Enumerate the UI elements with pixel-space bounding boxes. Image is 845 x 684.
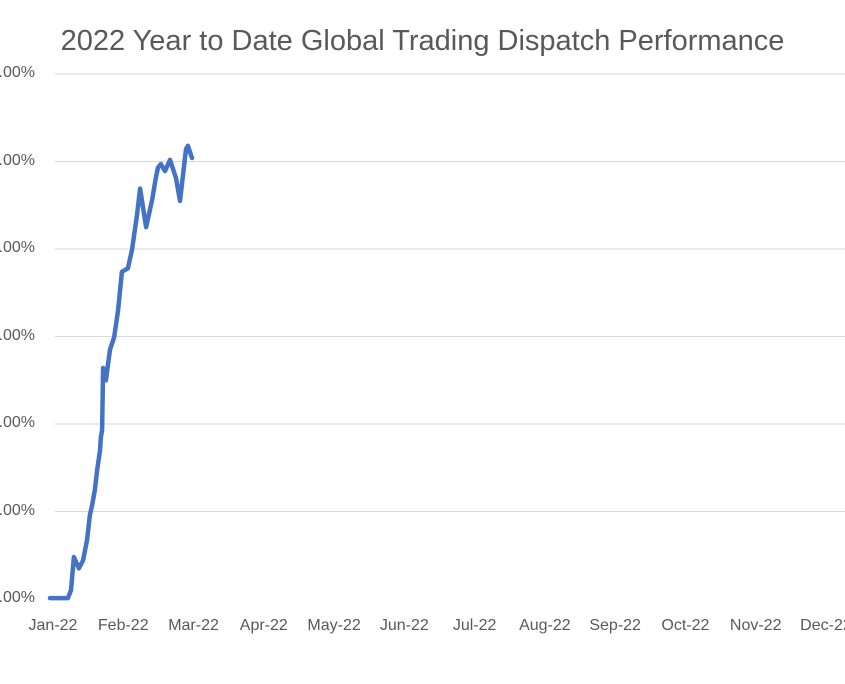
x-axis-tick-label: Sep-22 xyxy=(589,617,641,634)
x-axis-tick-label: Apr-22 xyxy=(239,617,288,634)
performance-line-series xyxy=(47,143,195,601)
x-axis-tick-label: Nov-22 xyxy=(729,617,782,634)
x-axis-tick-label: Aug-22 xyxy=(519,617,571,634)
y-axis-tick-label: 0.00% xyxy=(0,589,35,606)
y-axis-tick-label: 4.00% xyxy=(0,239,35,256)
y-axis-tick-label: 6.00% xyxy=(0,64,35,81)
x-axis-tick-label: Oct-22 xyxy=(661,617,710,634)
x-axis-tick-label: May-22 xyxy=(307,617,361,634)
x-axis-tick-label: Dec-22 xyxy=(800,617,845,634)
y-axis-tick-label: 2.00% xyxy=(0,414,35,431)
x-axis-tick-label: Jul-22 xyxy=(452,617,497,634)
gridlines xyxy=(55,73,845,512)
y-axis-tick-label: 3.00% xyxy=(0,326,35,344)
y-axis-tick-label: 1.00% xyxy=(0,501,35,519)
x-axis-tick-label: Jun-22 xyxy=(379,617,429,634)
chart-title: 2022 Year to Date Global Trading Dispatc… xyxy=(60,25,785,57)
x-axis-tick-label: Feb-22 xyxy=(97,617,149,634)
x-axis-tick-label: Jan-22 xyxy=(28,617,78,634)
x-axis-tick-label: Mar-22 xyxy=(168,617,219,634)
y-axis-tick-label: 5.00% xyxy=(0,151,35,169)
